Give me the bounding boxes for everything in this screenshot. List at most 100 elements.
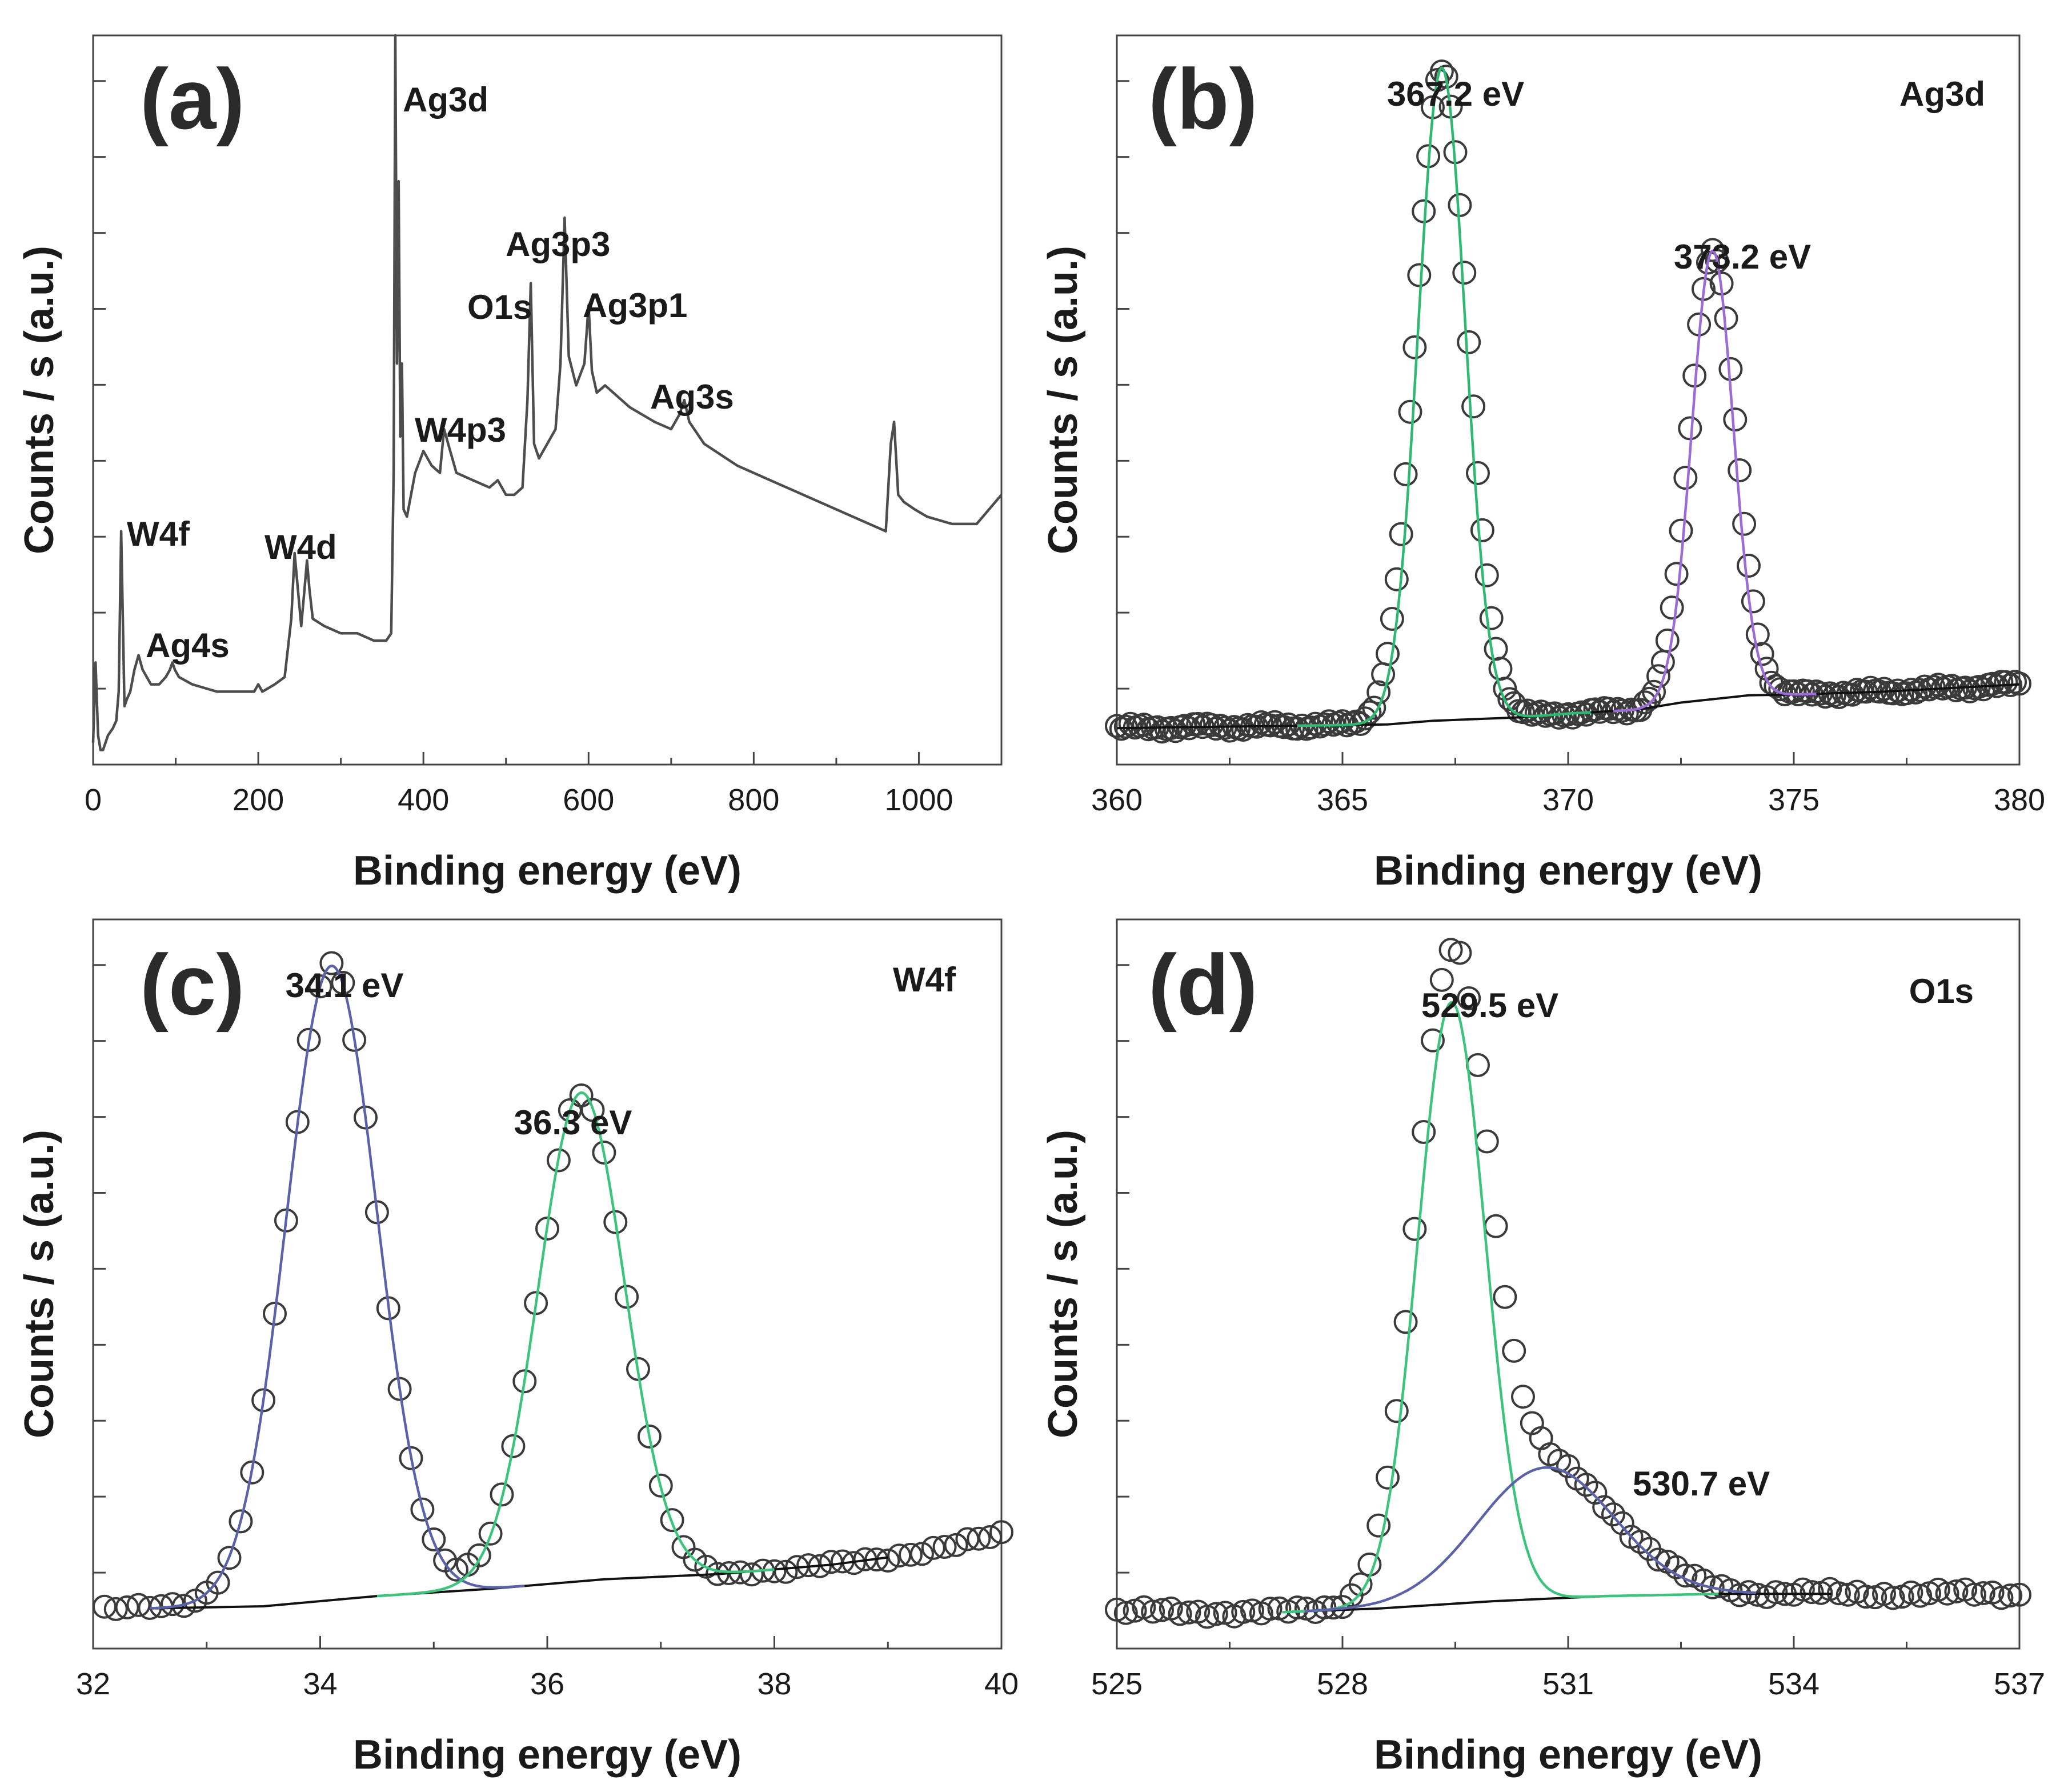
- data-point: [774, 1559, 798, 1584]
- chart-panel-b: 360 365 370 375 380 Binding energy (eV) Counts…: [1040, 34, 2045, 894]
- data-point: [308, 974, 332, 999]
- data-point: [1728, 458, 1752, 482]
- fit-curve: [1282, 1001, 1719, 1614]
- x-tick-label: 534: [1768, 1667, 1819, 1701]
- data-point: [1790, 1577, 1815, 1602]
- data-point: [1908, 1583, 1933, 1608]
- data-point: [1393, 462, 1418, 486]
- panel-label: (d): [1148, 937, 1258, 1033]
- x-tick-label: 32: [76, 1667, 110, 1701]
- data-point: [909, 1542, 934, 1566]
- data-point: [103, 1597, 128, 1621]
- data-point: [467, 1543, 491, 1567]
- data-point: [1700, 1575, 1725, 1599]
- data-point: [1470, 518, 1494, 542]
- x-tick-label: 1000: [884, 783, 953, 817]
- data-point: [921, 1535, 945, 1560]
- x-tick-label: 0: [85, 783, 102, 817]
- x-axis-title: Binding energy (eV): [353, 848, 742, 894]
- data-point: [2007, 671, 2031, 696]
- x-tick-label: 525: [1091, 1667, 1143, 1701]
- plot-frame: [92, 34, 1003, 766]
- data-point: [1384, 1399, 1409, 1423]
- chart-panel-c: 32 34 36 38 40 Binding energy (eV) Counts / s …: [17, 918, 1019, 1778]
- x-axis-title: Binding energy (eV): [1374, 848, 1762, 894]
- data-point: [899, 1542, 923, 1567]
- x-tick-label: 360: [1091, 783, 1143, 817]
- x-tick-label: 200: [233, 783, 284, 817]
- panel-label: (b): [1148, 51, 1258, 147]
- data-point: [1330, 709, 1354, 734]
- data-point: [1376, 642, 1400, 666]
- panel-label: (a): [140, 51, 245, 147]
- fit-curve: [1297, 66, 1591, 727]
- data-point: [1217, 718, 1242, 743]
- x-tick-label: 531: [1542, 1667, 1594, 1701]
- data-point: [1479, 606, 1504, 630]
- data-point: [637, 1424, 662, 1449]
- data-point: [1800, 1580, 1824, 1605]
- data-point: [1285, 1595, 1309, 1620]
- data-point: [1962, 1582, 1986, 1607]
- y-axis-title: Counts / s (a.u.): [1040, 1130, 1086, 1438]
- data-point: [1723, 407, 1748, 432]
- data-point: [1732, 511, 1757, 536]
- y-axis-title: Counts / s (a.u.): [1040, 246, 1086, 554]
- data-point: [1452, 261, 1477, 285]
- element-label: W4f: [893, 961, 956, 999]
- data-point: [229, 1509, 253, 1534]
- data-point: [876, 1549, 900, 1573]
- data-point: [1497, 687, 1522, 711]
- data-point: [1421, 1028, 1445, 1053]
- data-point: [2007, 1582, 2031, 1607]
- peak-position-label: 367.2 eV: [1387, 75, 1524, 113]
- data-point: [1502, 1338, 1526, 1363]
- data-point: [1258, 1597, 1283, 1621]
- data-point: [319, 951, 344, 975]
- x-tick-label: 375: [1768, 783, 1819, 817]
- data-point: [1389, 522, 1413, 546]
- data-point: [1195, 1605, 1219, 1629]
- data-point: [1448, 193, 1472, 217]
- data-point: [580, 1098, 605, 1122]
- data-point: [1457, 986, 1481, 1010]
- x-tick-label: 370: [1542, 783, 1594, 817]
- data-point: [1493, 1285, 1517, 1309]
- panel-label: (c): [140, 937, 245, 1033]
- peak-annotation: Ag3s: [650, 378, 734, 416]
- data-point: [535, 1217, 559, 1241]
- peak-annotation: W4p3: [415, 411, 506, 449]
- data-point: [296, 1027, 321, 1052]
- data-point: [1113, 1601, 1138, 1625]
- peak-position-label: 36.3 eV: [514, 1103, 632, 1142]
- fit-curve: [1613, 249, 1817, 713]
- data-point: [1402, 335, 1427, 359]
- fit-curve: [376, 1091, 775, 1598]
- peak-annotation: Ag3p3: [506, 225, 610, 263]
- fit-curve: [150, 964, 525, 1610]
- data-point: [1474, 563, 1499, 587]
- data-point: [1583, 1481, 1608, 1505]
- data-point: [660, 1508, 684, 1533]
- data-point: [1705, 249, 1729, 273]
- data-point: [1646, 664, 1670, 689]
- data-points: [92, 951, 1013, 1621]
- data-point: [1348, 1572, 1373, 1597]
- data-point: [887, 1543, 912, 1568]
- peak-position-label: 529.5 eV: [1421, 986, 1558, 1025]
- x-tick-label: 34: [303, 1667, 337, 1701]
- data-point: [1556, 1454, 1580, 1478]
- data-point: [331, 970, 355, 995]
- data-points: [1105, 938, 2031, 1629]
- data-point: [648, 1473, 673, 1498]
- data-point: [1429, 967, 1454, 992]
- data-point: [1412, 1120, 1436, 1144]
- data-point: [1393, 1310, 1418, 1334]
- data-point: [1994, 670, 2018, 694]
- data-point: [1376, 1465, 1400, 1490]
- data-point: [512, 1369, 537, 1394]
- fit-curve: [1305, 1466, 1757, 1613]
- peak-annotation: O1s: [467, 288, 532, 326]
- data-point: [1240, 1598, 1264, 1623]
- data-point: [1231, 1599, 1256, 1624]
